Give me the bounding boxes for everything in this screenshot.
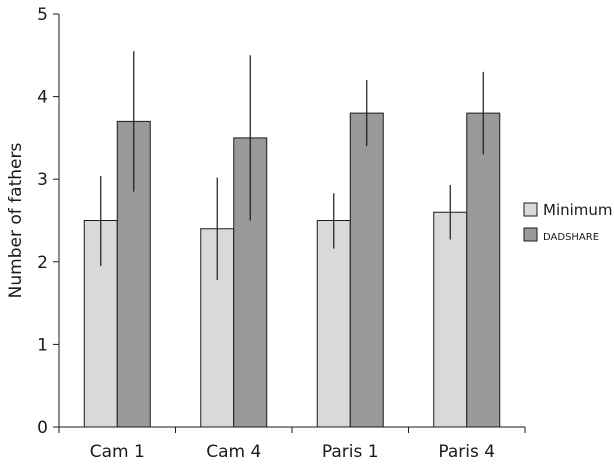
bar-minimum-paris-1 <box>316 220 351 428</box>
legend-swatch-minimum <box>523 202 538 217</box>
bar-dadshare-paris-1 <box>349 112 384 428</box>
y-tick-label: 0 <box>37 418 48 438</box>
x-tick-label: Paris 1 <box>322 442 379 462</box>
bars-layer <box>83 112 501 428</box>
ticks-layer: Cam 1 Cam 4 Paris 1 Paris 4 0 1 2 3 4 5 <box>37 5 495 462</box>
y-tick-label: 2 <box>37 253 48 273</box>
x-tick-label: Cam 1 <box>90 442 145 462</box>
y-tick-label: 3 <box>37 170 48 190</box>
x-tick-label: Paris 4 <box>438 442 495 462</box>
y-tick-label: 1 <box>37 335 48 355</box>
y-axis-label: Number of fathers <box>6 143 26 299</box>
legend-swatch-dadshare <box>523 227 538 242</box>
legend: Minimum DADSHARE <box>523 201 613 243</box>
legend-label-dadshare: DADSHARE <box>543 232 599 243</box>
x-tick-label: Cam 4 <box>206 442 261 462</box>
bar-dadshare-paris-4 <box>466 112 501 428</box>
bar-dadshare-cam-4 <box>233 137 268 428</box>
legend-label-minimum: Minimum <box>543 201 613 219</box>
y-tick-label: 4 <box>37 88 48 108</box>
y-tick-label: 5 <box>37 5 48 25</box>
axes-layer <box>53 13 526 433</box>
error-bars-layer <box>100 51 484 280</box>
bar-minimum-paris-4 <box>433 211 468 428</box>
